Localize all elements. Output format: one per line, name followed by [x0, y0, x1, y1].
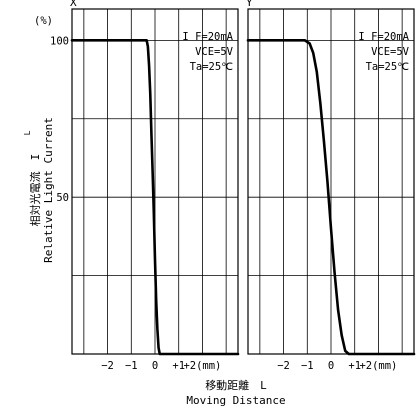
x-axis-title-jp: 移動距離 L — [205, 378, 267, 392]
condition-label: Ta=25℃ — [366, 61, 410, 73]
panel-y: Y I F=20mA VCE=5V Ta=25℃ −2 −1 0 +1+2(mm) — [246, 0, 416, 372]
y-axis-title-jp-text: 相対光電流 I — [28, 154, 42, 227]
x-tick-label: −2 — [277, 360, 290, 372]
x-axis-title-en: Moving Distance — [186, 394, 285, 407]
condition-label: I F=20mA — [182, 31, 233, 43]
x-tick-label: −1 — [125, 360, 138, 372]
panel-title: X — [70, 0, 77, 9]
panel-x: X I F=20mA VCE=5V Ta=25℃ −2 −1 0 +1+2(mm) — [70, 0, 240, 372]
x-tick-label: +2(mm) — [359, 360, 397, 372]
condition-label: Ta=25℃ — [190, 61, 234, 73]
x-tick-label: −2 — [101, 360, 114, 372]
y-axis-title-en-text: Relative Light Current — [42, 117, 55, 263]
x-tick-label: +2(mm) — [183, 360, 221, 372]
x-tick-label: 0 — [152, 360, 158, 372]
condition-label: VCE=5V — [371, 46, 410, 58]
x-tick-label: 0 — [328, 360, 334, 372]
y-axis-title-en: Relative Light Current — [42, 117, 55, 263]
y-axis-title-jp: 相対光電流 I — [28, 154, 42, 227]
x-tick-label: +1 — [172, 360, 185, 372]
series-line — [246, 39, 416, 356]
panel-title: Y — [246, 0, 253, 9]
y-tick-label: 50 — [56, 192, 69, 204]
y-axis-title-subscript: L — [23, 130, 32, 135]
condition-label: VCE=5V — [195, 46, 234, 58]
y-tick-label: 100 — [50, 35, 69, 47]
condition-label: I F=20mA — [358, 31, 409, 43]
y-axis-subscript-text: L — [23, 130, 32, 135]
y-unit-label: (%) — [34, 15, 53, 27]
x-tick-label: −1 — [301, 360, 314, 372]
series-line — [70, 39, 240, 356]
x-tick-label: +1 — [348, 360, 361, 372]
